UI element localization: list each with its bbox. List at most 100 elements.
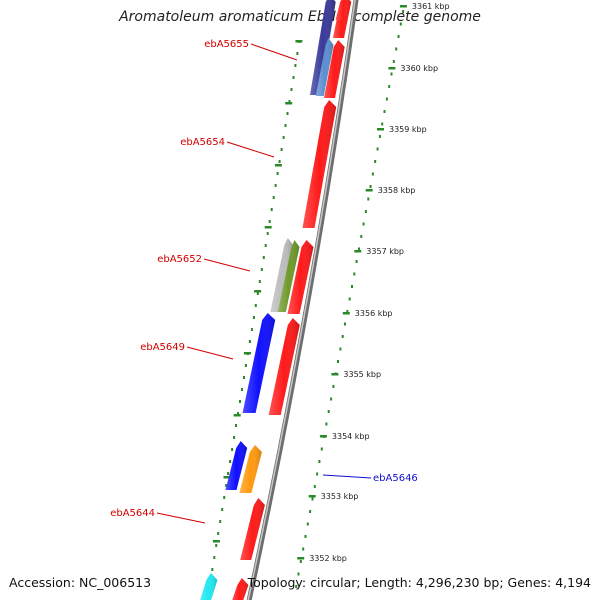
ruler-dot xyxy=(225,484,228,487)
ruler-dot xyxy=(223,496,226,499)
ruler-dot xyxy=(262,256,265,259)
tick-mark xyxy=(319,435,327,438)
accession-text: Accession: NC_006513 xyxy=(9,575,152,590)
backbone-highlight xyxy=(247,0,356,600)
ruler-dot xyxy=(297,572,300,576)
tick-mark xyxy=(285,102,293,105)
tick-mark xyxy=(254,290,262,293)
ruler-dot xyxy=(299,560,302,563)
gene-feature xyxy=(277,240,300,312)
tick-label: 3358 kbp xyxy=(378,186,416,195)
tick-mark xyxy=(331,373,339,376)
ruler-dot xyxy=(311,497,314,501)
tick-label: 3359 kbp xyxy=(389,125,427,134)
ruler-dot xyxy=(256,292,259,295)
ruler-dot xyxy=(364,210,367,213)
gene-feature xyxy=(315,38,334,96)
tick-label: 3360 kbp xyxy=(400,64,438,73)
gene-feature xyxy=(225,441,248,490)
ruler-dot xyxy=(395,47,398,51)
tick-mark xyxy=(264,226,272,229)
ruler-dot xyxy=(402,10,405,13)
gene-feature xyxy=(268,318,300,415)
tick-mark xyxy=(212,540,220,543)
tick-mark xyxy=(274,164,282,167)
ruler-dot xyxy=(306,522,309,526)
tick-label: 3355 kbp xyxy=(343,370,381,379)
ruler-dot xyxy=(233,436,236,439)
tick-mark xyxy=(342,312,350,315)
ruler-dot xyxy=(320,447,323,451)
gene-feature xyxy=(270,238,294,312)
tick-mark xyxy=(365,189,373,192)
ruler-dot xyxy=(250,328,253,331)
ruler-dot xyxy=(325,422,328,426)
ruler-dot xyxy=(264,244,267,247)
gene-label[interactable]: ebA5649 xyxy=(140,342,185,353)
ruler-dot xyxy=(369,185,372,188)
ruler-dot xyxy=(288,100,291,103)
ruler-dot xyxy=(221,508,224,511)
ruler-dot xyxy=(339,347,342,351)
gene-label[interactable]: ebA5646 xyxy=(373,473,418,484)
gene-label[interactable]: ebA5654 xyxy=(180,137,225,148)
ruler-dot xyxy=(282,136,285,139)
ruler-dot xyxy=(248,340,251,343)
tick-mark xyxy=(233,414,241,417)
ruler-dot xyxy=(272,196,275,199)
ruler-dot xyxy=(295,585,298,588)
ruler-dot xyxy=(296,52,299,55)
tick-mark xyxy=(308,495,316,498)
ruler-dot xyxy=(332,385,335,388)
ruler-dot xyxy=(348,297,351,301)
ruler-dot xyxy=(260,268,263,271)
gene-feature xyxy=(287,240,314,314)
gene-leader-line xyxy=(156,512,206,524)
tick-label: 3356 kbp xyxy=(355,309,393,318)
ruler-dot xyxy=(399,22,402,26)
gene-feature xyxy=(335,0,352,20)
ruler-dot xyxy=(294,64,297,67)
gene-label[interactable]: ebA5655 xyxy=(204,39,249,50)
ruler-dot xyxy=(360,235,363,238)
tick-mark xyxy=(399,5,407,8)
ruler-dot xyxy=(302,547,305,551)
ruler-dot xyxy=(213,556,216,559)
tick-label: 3357 kbp xyxy=(366,247,404,256)
summary-text: Topology: circular; Length: 4,296,230 bp… xyxy=(247,575,591,590)
ruler-dot xyxy=(337,360,339,363)
ruler-dot xyxy=(374,160,377,163)
ruler-dot xyxy=(215,544,218,547)
gene-feature xyxy=(302,100,337,228)
gene-feature xyxy=(240,498,265,560)
gene-label[interactable]: ebA5644 xyxy=(110,508,155,519)
ruler-dot xyxy=(290,88,293,91)
ruler-dot xyxy=(316,472,319,476)
ruler-dot xyxy=(280,148,283,151)
ruler-dot xyxy=(318,460,321,463)
ruler-dot xyxy=(270,208,273,211)
ruler-dot xyxy=(211,568,214,571)
ruler-dot xyxy=(355,260,358,263)
ruler-dot xyxy=(304,535,307,538)
ruler-dot xyxy=(235,424,237,427)
ruler-dot xyxy=(237,412,239,415)
tick-mark xyxy=(243,352,251,355)
ruler-dot xyxy=(227,472,230,475)
ruler-dot xyxy=(344,322,346,326)
ruler-dot xyxy=(341,335,344,338)
ruler-dot xyxy=(219,520,222,523)
ruler-dot xyxy=(243,376,245,379)
ruler-dot xyxy=(268,220,271,223)
ruler-dot xyxy=(231,448,234,451)
tick-mark xyxy=(354,250,362,253)
ruler-dot xyxy=(358,247,360,251)
ruler-dot xyxy=(392,60,395,63)
ruler-dot xyxy=(241,388,243,391)
gene-label[interactable]: ebA5652 xyxy=(157,254,202,265)
gene-leader-line xyxy=(226,141,275,158)
ruler-dot xyxy=(239,400,241,403)
tick-label: 3354 kbp xyxy=(332,432,370,441)
backbone-line xyxy=(246,0,359,600)
gene-leader-line xyxy=(250,43,298,61)
